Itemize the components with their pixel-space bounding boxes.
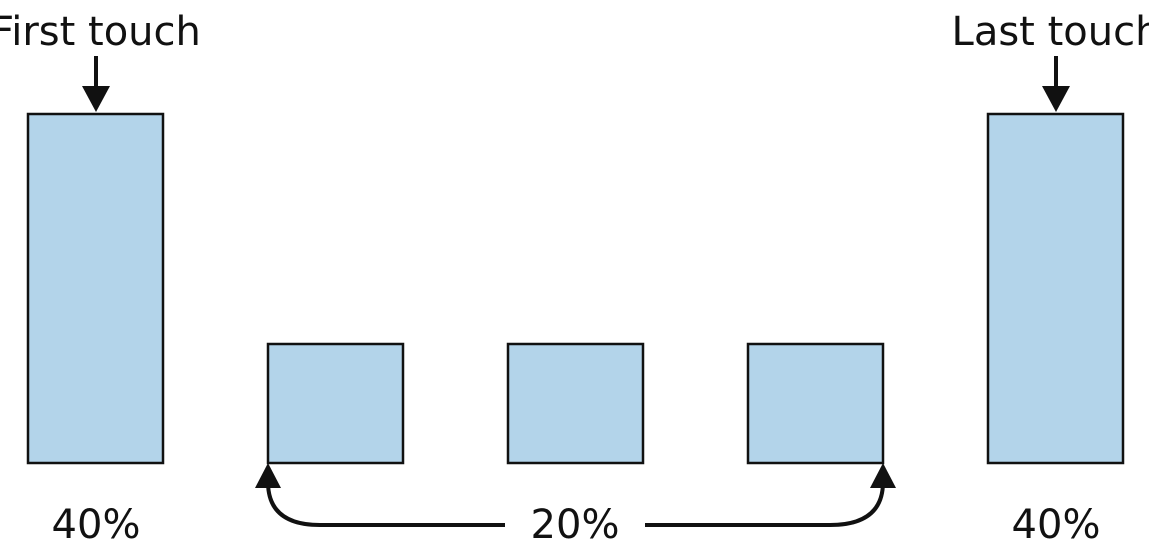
bar-middle-touch-1 [266,342,405,465]
bar-last-touch [986,112,1125,465]
last-touch-arrow-icon [1042,56,1070,112]
right-up-arrow-icon [870,463,896,488]
bar-middle-touch-2 [506,342,645,465]
bar-middle-touch-3 [746,342,885,465]
left-up-arrow-icon [255,463,281,488]
last-touch-label: Last touch [952,9,1149,55]
first-touch-arrow-icon [82,56,110,112]
first-touch-percentage: 40% [52,502,141,544]
middle-touch-percentage: 20% [531,502,620,544]
bar-first-touch [26,112,165,465]
last-touch-percentage: 40% [1012,502,1101,544]
first-touch-label: First touch [0,9,201,55]
middle-bracket-arrows [255,463,896,527]
